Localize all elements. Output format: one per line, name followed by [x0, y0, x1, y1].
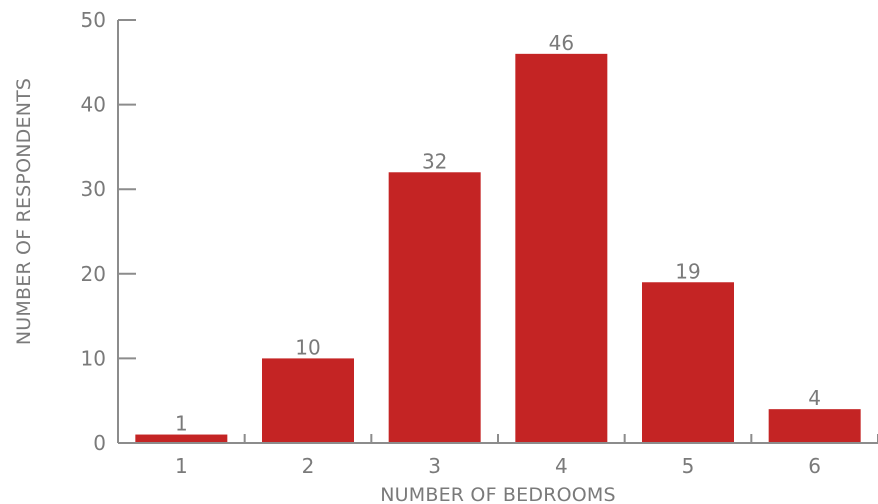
bar-value-label: 10 — [295, 335, 320, 359]
x-tick-label: 2 — [302, 454, 315, 478]
bar — [642, 282, 734, 443]
bar — [388, 172, 481, 443]
bar — [768, 409, 861, 443]
bar-value-label: 1 — [175, 412, 188, 436]
bar — [135, 434, 228, 443]
x-ticks-group: 1 2 3 4 5 6 — [175, 434, 878, 478]
x-tick-label: 3 — [428, 454, 441, 478]
x-axis-title: NUMBER OF BEDROOMS — [380, 484, 616, 504]
x-tick-label: 1 — [175, 454, 188, 478]
y-tick-label: 0 — [93, 431, 106, 455]
bars-group — [135, 53, 861, 444]
x-tick-label: 4 — [555, 454, 568, 478]
y-tick-label: 50 — [81, 8, 106, 32]
y-ticks-group: 0 10 20 30 40 50 — [81, 8, 136, 455]
x-tick-label: 5 — [682, 454, 695, 478]
bar-value-label: 19 — [675, 259, 700, 283]
bar — [262, 358, 354, 443]
y-axis-title: NUMBER OF RESPONDENTS — [13, 78, 35, 345]
y-tick-label: 30 — [81, 177, 106, 201]
x-tick-label: 6 — [808, 454, 821, 478]
y-tick-label: 40 — [81, 93, 106, 117]
data-labels-group: 1 10 32 46 19 4 — [175, 31, 821, 436]
bar-value-label: 46 — [549, 31, 574, 55]
y-tick-label: 20 — [81, 262, 106, 286]
y-tick-label: 10 — [81, 346, 106, 370]
bar-value-label: 32 — [422, 149, 447, 173]
bar-value-label: 4 — [808, 386, 821, 410]
bar — [515, 53, 608, 444]
